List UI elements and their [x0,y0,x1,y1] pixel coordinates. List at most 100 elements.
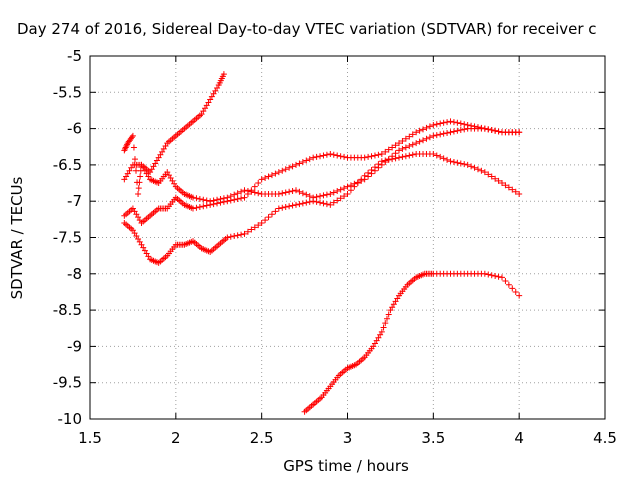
data-point [481,270,488,277]
data-point-fill [454,127,461,134]
data-point-fill [420,137,427,144]
data-point-fill [416,127,423,134]
y-tick-label: -6.5 [53,156,82,174]
data-point-fill [457,127,464,134]
data-point-fill [296,188,303,195]
data-point-fill [406,143,413,150]
data-point-fill [406,133,413,140]
data-point-fill [485,171,492,178]
data-point-fill [399,153,406,160]
data-point [121,147,128,154]
data-point-fill [488,272,495,279]
data-point-fill [351,183,358,190]
data-point [275,190,282,197]
data-point [207,201,214,208]
data-point-fill [330,151,337,158]
data-point-fill [409,131,416,138]
data-point [293,187,299,194]
series-1 [121,71,227,197]
data-point-fill [450,128,457,135]
data-point-fill [238,188,245,195]
data-point-fill [468,122,475,129]
data-point-fill [289,163,296,170]
chart-title: Day 274 of 2016, Sidereal Day-to-day VTE… [17,20,597,38]
data-point-fill [248,187,255,194]
data-point [241,194,248,201]
data-point-fill [485,126,492,133]
data-point-fill [334,152,341,159]
data-point-fill [365,169,372,176]
data-point-fill [282,204,289,211]
y-tick-label: -9.5 [53,374,82,392]
data-point [413,140,420,147]
data-point [378,151,385,158]
data-point-fill [317,153,324,160]
data-point-fill [248,226,255,233]
data-point-fill [279,204,286,211]
data-point-fill [495,177,502,184]
data-point-fill [251,189,258,196]
data-point-fill [385,156,392,163]
data-point-fill [420,126,427,133]
data-point-fill [406,152,413,159]
data-point-fill [320,192,327,199]
x-tick-label: 2 [171,429,181,447]
x-tick-label: 4 [514,429,524,447]
data-point [129,132,136,139]
data-point-fill [471,164,478,171]
data-point-fill [382,148,389,155]
data-point-fill [231,233,238,240]
data-point [258,219,265,226]
data-point-fill [382,157,389,164]
data-point-fill [492,175,499,182]
data-point-fill [402,135,409,142]
series-4 [121,151,523,266]
data-point [327,201,334,208]
data-point-fill [220,198,227,205]
data-point [361,154,368,161]
data-point-fill [354,180,361,187]
data-point-fill [200,203,207,210]
data-point-fill [303,191,310,198]
data-point-fill [334,197,341,204]
data-point-fill [509,285,516,292]
data-point-fill [303,199,310,206]
data-point [430,151,437,158]
data-point-fill [214,200,221,207]
series-5 [301,270,523,415]
data-point [516,292,523,299]
data-point-fill [341,153,348,160]
y-tick-label: -7 [67,192,82,210]
data-point-fill [485,271,492,278]
data-point-fill [286,203,293,210]
data-point-fill [444,129,451,136]
data-point-fill [341,193,348,200]
data-point-fill [433,132,440,139]
data-point-fill [330,189,337,196]
series-3 [121,118,523,226]
data-point [327,151,334,158]
data-point [447,129,454,136]
data-point-fill [478,124,485,131]
data-point-fill [512,188,519,195]
data-point-fill [262,174,269,181]
y-tick-label: -6 [67,120,82,138]
x-tick-label: 2.5 [250,429,274,447]
data-point [378,328,385,335]
data-point-fill [337,186,344,193]
data-point-fill [437,131,444,138]
data-point-fill [337,195,344,202]
data-point-fill [444,156,451,163]
data-point-fill [238,231,245,238]
data-point-fill [426,134,433,141]
data-point-fill [306,198,313,205]
data-point-fill [313,193,320,200]
data-point-fill [265,214,272,221]
data-point-fill [440,119,447,126]
data-point-fill [330,199,337,206]
data-point-fill [471,123,478,130]
data-point-fill [265,173,272,180]
data-point-fill [203,197,210,204]
data-point [481,169,488,176]
